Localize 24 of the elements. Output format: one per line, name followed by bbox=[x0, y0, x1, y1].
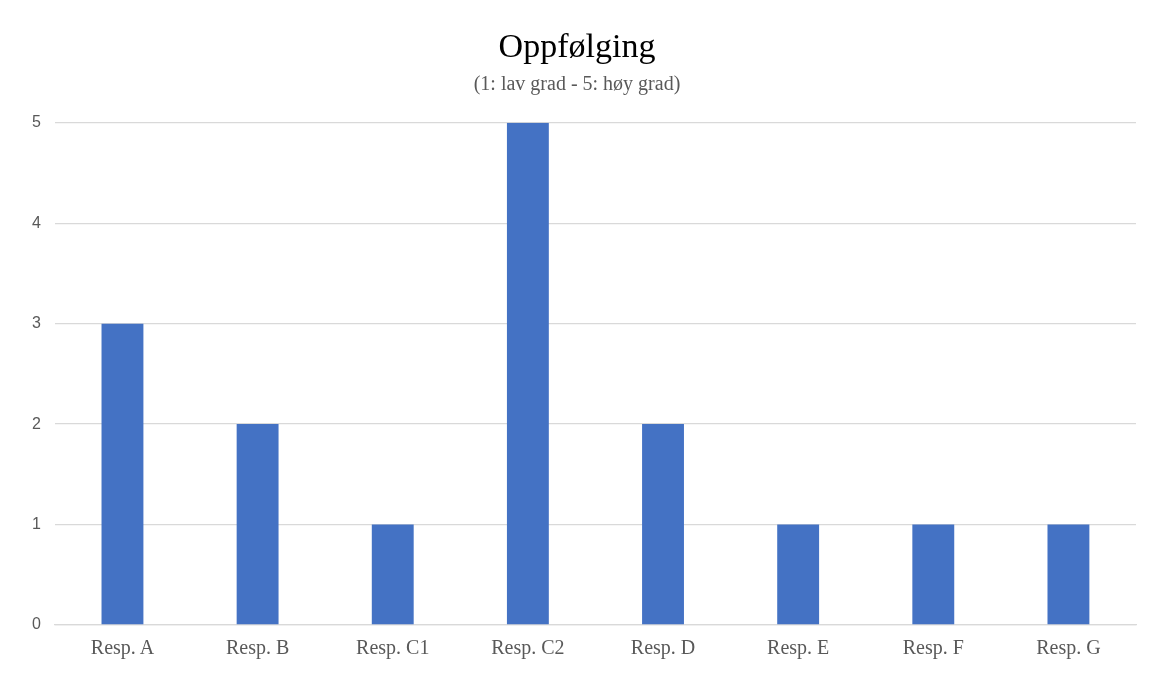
bar bbox=[506, 122, 549, 625]
x-tick-label: Resp. E bbox=[767, 636, 830, 660]
bar bbox=[912, 524, 955, 625]
bar bbox=[101, 323, 144, 625]
y-tick-label: 2 bbox=[31, 414, 41, 432]
x-tick-label: Resp. C1 bbox=[356, 636, 430, 660]
x-tick-label: Resp. B bbox=[225, 636, 290, 660]
x-tick-label: Resp. A bbox=[90, 636, 155, 660]
chart-subtitle: (1: lav grad - 5: høy grad) bbox=[473, 72, 681, 96]
y-tick-label: 4 bbox=[31, 213, 41, 231]
bar bbox=[1047, 524, 1090, 625]
bar bbox=[236, 424, 279, 625]
y-tick-label: 0 bbox=[31, 615, 41, 633]
y-tick-label: 3 bbox=[31, 314, 41, 332]
x-tick-label: Resp. C2 bbox=[491, 636, 565, 660]
y-tick-label: 5 bbox=[31, 113, 41, 131]
x-tick-label: Resp. D bbox=[630, 636, 696, 660]
bar bbox=[371, 524, 414, 625]
bar bbox=[642, 424, 684, 625]
x-tick-label: Resp. G bbox=[1036, 636, 1101, 660]
chart-title: Oppfølging bbox=[498, 27, 656, 65]
y-tick-label: 1 bbox=[31, 514, 41, 532]
bar bbox=[777, 524, 820, 625]
x-tick-label: Resp. F bbox=[902, 636, 964, 660]
